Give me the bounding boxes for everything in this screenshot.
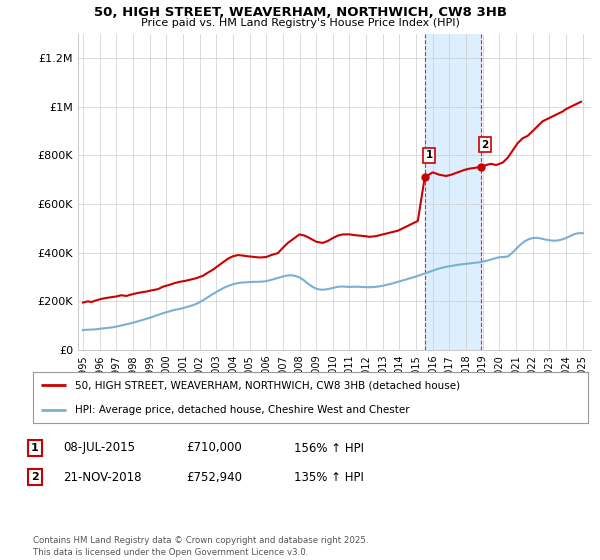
Text: 1: 1: [31, 443, 38, 453]
Text: Contains HM Land Registry data © Crown copyright and database right 2025.
This d: Contains HM Land Registry data © Crown c…: [33, 536, 368, 557]
Text: 156% ↑ HPI: 156% ↑ HPI: [294, 441, 364, 455]
Text: 21-NOV-2018: 21-NOV-2018: [63, 470, 142, 484]
Bar: [425, 34, 481, 350]
Text: Price paid vs. HM Land Registry's House Price Index (HPI): Price paid vs. HM Land Registry's House …: [140, 18, 460, 28]
Text: 50, HIGH STREET, WEAVERHAM, NORTHWICH, CW8 3HB (detached house): 50, HIGH STREET, WEAVERHAM, NORTHWICH, C…: [74, 380, 460, 390]
Text: HPI: Average price, detached house, Cheshire West and Chester: HPI: Average price, detached house, Ches…: [74, 405, 409, 415]
Text: £710,000: £710,000: [186, 441, 242, 455]
Text: 50, HIGH STREET, WEAVERHAM, NORTHWICH, CW8 3HB: 50, HIGH STREET, WEAVERHAM, NORTHWICH, C…: [94, 6, 506, 18]
Text: 2: 2: [31, 472, 38, 482]
Text: 1: 1: [425, 150, 433, 160]
Text: 135% ↑ HPI: 135% ↑ HPI: [294, 470, 364, 484]
Text: £752,940: £752,940: [186, 470, 242, 484]
Text: 2: 2: [482, 139, 489, 150]
Text: 08-JUL-2015: 08-JUL-2015: [63, 441, 135, 455]
